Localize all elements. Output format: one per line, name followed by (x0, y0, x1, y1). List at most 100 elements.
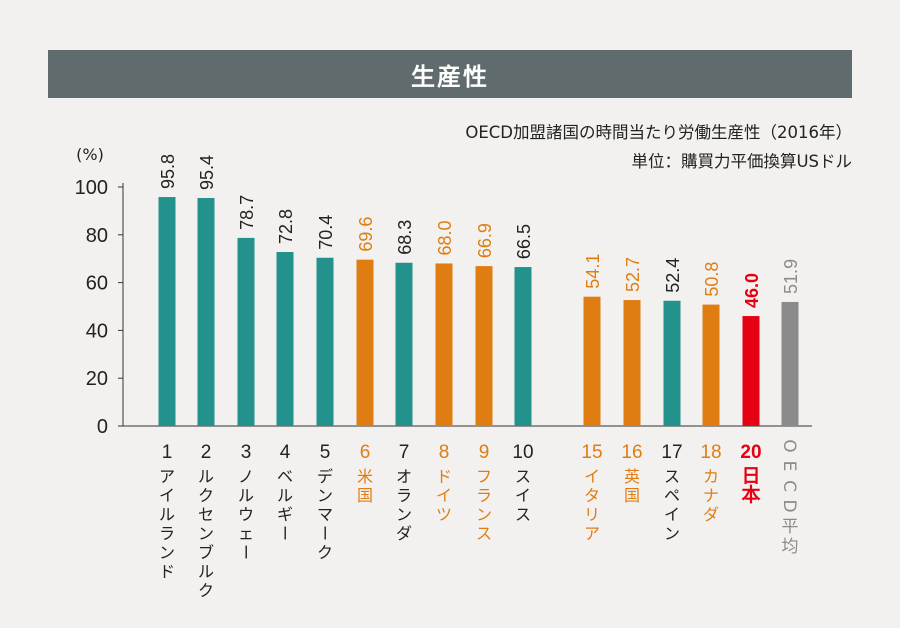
x-country-label-char: ス (664, 467, 680, 486)
x-tick-label-char: C (779, 480, 799, 492)
x-country-label-char: 国 (624, 486, 640, 505)
x-country-label-char: ダ (703, 505, 719, 524)
x-country-label-char: フ (476, 467, 492, 486)
x-tick-label-char: 均 (782, 537, 799, 557)
y-tick-label: 100 (75, 177, 108, 199)
x-country-label-char: ン (159, 543, 175, 562)
x-country-label-char: ン (317, 486, 333, 505)
x-country-label-char: ギ (277, 505, 293, 524)
x-country-label-char: ル (238, 486, 254, 505)
bar (316, 257, 334, 426)
x-country-label-char: ク (198, 581, 214, 600)
bar (276, 252, 294, 426)
x-country-label-char: タ (584, 486, 600, 505)
x-rank-label: 4 (280, 442, 291, 463)
x-rank-label: 10 (512, 442, 533, 463)
y-tick-label: 60 (86, 273, 108, 295)
value-label: 66.9 (475, 223, 495, 258)
x-country-label-char: イ (584, 467, 600, 486)
x-country-label-char: ル (277, 486, 293, 505)
value-label: 78.7 (237, 195, 257, 230)
x-country-label-char: カ (703, 467, 719, 486)
y-tick-label: 40 (86, 320, 108, 342)
x-country-label-char: ク (317, 543, 333, 562)
x-country-label-char: ン (396, 505, 412, 524)
x-country-label-char: イ (436, 486, 452, 505)
value-label: 95.8 (158, 154, 178, 189)
x-country-label-char: ア (584, 524, 600, 543)
y-tick-label: 0 (97, 416, 108, 438)
x-country-label-char: ウ (238, 505, 254, 524)
bar (742, 316, 760, 426)
x-tick-label-char: D (779, 499, 799, 512)
value-label: 66.5 (514, 224, 534, 259)
x-country-label-char: ド (159, 562, 175, 581)
x-country-label-char: ド (436, 467, 452, 486)
x-country-label-char: ル (159, 505, 175, 524)
x-rank-label: 15 (581, 442, 602, 463)
y-tick-label: 80 (86, 225, 108, 247)
x-country-label-char: ラ (396, 486, 412, 505)
x-country-label-char: ナ (703, 486, 719, 505)
x-country-label-char: ス (515, 505, 531, 524)
x-country-label-char: ス (476, 524, 492, 543)
x-rank-label: 17 (661, 442, 682, 463)
x-country-label-char: イ (664, 505, 680, 524)
x-country-label-char: ラ (159, 524, 175, 543)
x-country-label-char: ス (515, 467, 531, 486)
x-country-label-char: 米 (357, 467, 373, 486)
x-country-label-char: ア (159, 467, 175, 486)
unit-note: 単位：購買力平価換算USドル (631, 152, 852, 171)
bar (583, 296, 601, 426)
value-label: 72.8 (276, 209, 296, 244)
x-country-label-char: ー (275, 525, 294, 541)
bar (702, 304, 720, 426)
x-country-label-char: ベ (277, 467, 293, 486)
x-country-label-char: 国 (357, 486, 373, 505)
x-country-label-char: セ (198, 505, 214, 524)
x-country-label-char: ー (315, 525, 334, 541)
x-country-label-char: ダ (396, 524, 412, 543)
x-country-label-char: ェ (238, 524, 254, 543)
bar (475, 266, 493, 426)
value-label: 54.1 (583, 254, 603, 289)
x-country-label-char: ノ (238, 467, 254, 486)
x-country-label-char: イ (515, 486, 531, 505)
x-country-label-char: ン (664, 524, 680, 543)
value-label: 68.3 (395, 220, 415, 255)
bar (395, 262, 413, 426)
value-label: 68.0 (435, 220, 455, 255)
x-rank-label: 9 (479, 442, 490, 463)
y-tick-label: 20 (86, 368, 108, 390)
value-label: 50.8 (702, 262, 722, 297)
x-rank-label: 18 (700, 442, 721, 463)
x-country-label-char: ク (198, 486, 214, 505)
x-rank-label: 8 (439, 442, 450, 463)
x-country-label-char: 英 (624, 467, 640, 486)
value-label: 70.4 (316, 215, 336, 250)
x-country-label-char: イ (159, 486, 175, 505)
bar (197, 197, 215, 426)
bar (237, 237, 255, 426)
bar (623, 300, 641, 426)
x-country-label-char: ン (198, 524, 214, 543)
value-label: 51.9 (781, 259, 801, 294)
bar (663, 300, 681, 426)
x-rank-label: 3 (241, 442, 252, 463)
x-country-label-char: リ (584, 505, 600, 524)
x-country-label-char: ブ (198, 543, 214, 562)
x-tick-label-char: E (779, 461, 799, 472)
chart-title: 生産性 (411, 62, 489, 91)
bar (158, 197, 176, 426)
value-label: 95.4 (197, 155, 217, 190)
x-country-label-char: ツ (436, 505, 452, 524)
x-country-label-char: ペ (664, 486, 680, 505)
bar (514, 267, 532, 426)
x-country-label-char: オ (396, 467, 412, 486)
x-country-label-char: ラ (476, 486, 492, 505)
x-rank-label: 2 (201, 442, 212, 463)
value-label: 52.4 (663, 258, 683, 293)
x-country-label-char: ル (198, 562, 214, 581)
x-rank-label: 1 (162, 442, 173, 463)
value-label: 69.6 (356, 217, 376, 252)
